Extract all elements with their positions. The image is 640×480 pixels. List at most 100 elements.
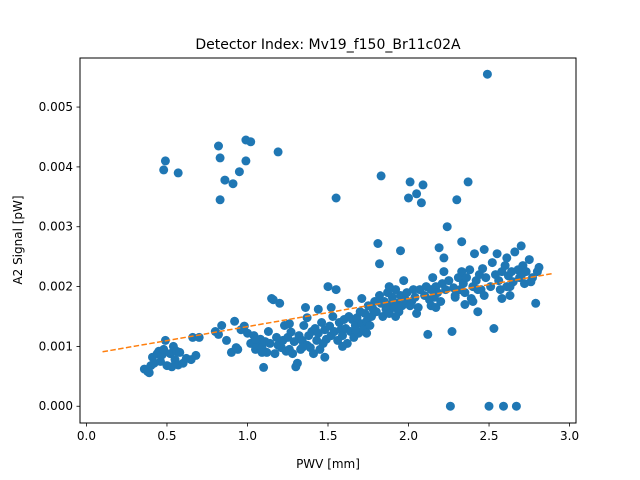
data-point: [188, 332, 198, 342]
x-tick-label: 2.5: [479, 429, 498, 443]
x-tick-label: 2.0: [399, 429, 418, 443]
data-point: [399, 276, 409, 286]
y-tick-label: 0.002: [39, 280, 73, 294]
data-point: [473, 307, 483, 317]
data-point: [222, 335, 231, 345]
data-point: [457, 267, 467, 277]
data-point: [412, 189, 422, 199]
data-point: [344, 298, 354, 308]
data-point: [462, 273, 471, 283]
data-point: [159, 344, 169, 354]
data-point: [265, 338, 275, 348]
data-point: [431, 303, 441, 312]
y-axis-label: A2 Signal [pW]: [11, 195, 25, 284]
data-point: [373, 239, 383, 248]
data-point: [159, 165, 169, 175]
data-point: [492, 249, 502, 259]
y-tick-label: 0.003: [39, 220, 73, 234]
data-point: [479, 291, 489, 300]
data-point: [231, 343, 241, 353]
data-point: [302, 313, 312, 323]
data-point: [460, 300, 470, 309]
data-point: [489, 324, 499, 333]
data-point: [331, 285, 341, 295]
data-point: [439, 253, 449, 263]
data-point: [371, 307, 381, 317]
data-point: [500, 261, 510, 271]
data-point: [463, 177, 473, 187]
data-point: [328, 312, 338, 321]
data-point: [338, 331, 347, 341]
data-point: [362, 328, 372, 338]
data-point: [531, 298, 541, 308]
data-point: [534, 262, 544, 272]
data-point: [175, 347, 185, 357]
data-point: [484, 401, 494, 411]
data-point: [465, 265, 475, 275]
data-point: [470, 249, 479, 259]
plot-area: [102, 69, 554, 411]
data-point: [418, 180, 428, 190]
data-point: [257, 347, 267, 357]
x-tick-label: 0.5: [157, 429, 176, 443]
data-point: [144, 368, 154, 378]
y-tick-label: 0.005: [39, 100, 73, 114]
data-point: [444, 276, 454, 286]
data-point: [357, 294, 367, 303]
data-point: [479, 245, 489, 254]
data-point: [292, 358, 302, 368]
y-tick-label: 0.001: [39, 339, 73, 353]
data-point: [405, 301, 415, 311]
data-point: [497, 294, 507, 303]
x-axis-label: PWV [mm]: [296, 457, 360, 471]
data-point: [396, 246, 405, 256]
data-point: [309, 349, 318, 359]
data-point: [505, 282, 515, 292]
data-point: [391, 312, 401, 321]
fit-line: [102, 272, 554, 353]
data-point: [526, 277, 536, 287]
data-point: [423, 329, 433, 339]
data-point: [436, 297, 446, 306]
data-point: [338, 341, 347, 351]
data-point: [505, 291, 515, 300]
data-point: [273, 147, 283, 157]
x-tick-label: 1.0: [238, 429, 257, 443]
data-point: [217, 321, 227, 330]
y-axis: 0.000 0.001 0.002 0.003 0.004 0.005: [39, 100, 80, 413]
data-point: [482, 69, 492, 79]
data-point: [405, 177, 415, 187]
data-point: [478, 264, 488, 274]
data-point: [299, 321, 309, 330]
data-point: [408, 285, 418, 295]
data-point: [160, 156, 170, 166]
data-point: [502, 253, 512, 263]
data-point: [481, 273, 491, 283]
x-tick-label: 1.5: [318, 429, 337, 443]
data-point: [524, 255, 534, 265]
data-point: [326, 303, 336, 312]
data-point: [412, 309, 422, 318]
data-point: [284, 319, 294, 329]
data-point: [416, 198, 426, 208]
data-point: [434, 243, 444, 253]
data-point: [251, 334, 260, 344]
data-point: [331, 193, 341, 203]
data-point: [241, 156, 251, 166]
data-point: [511, 401, 521, 411]
data-point: [288, 349, 298, 359]
data-point: [239, 321, 249, 331]
data-point: [313, 304, 323, 314]
data-point: [516, 241, 526, 251]
data-point: [286, 327, 296, 337]
data-point: [473, 285, 483, 295]
data-point: [246, 137, 256, 147]
x-tick-label: 3.0: [560, 429, 579, 443]
data-point: [323, 282, 333, 292]
data-point: [365, 321, 375, 330]
data-point: [499, 401, 508, 411]
data-point: [263, 327, 273, 336]
data-point: [259, 362, 269, 372]
data-point: [350, 325, 360, 335]
data-point: [234, 167, 244, 177]
